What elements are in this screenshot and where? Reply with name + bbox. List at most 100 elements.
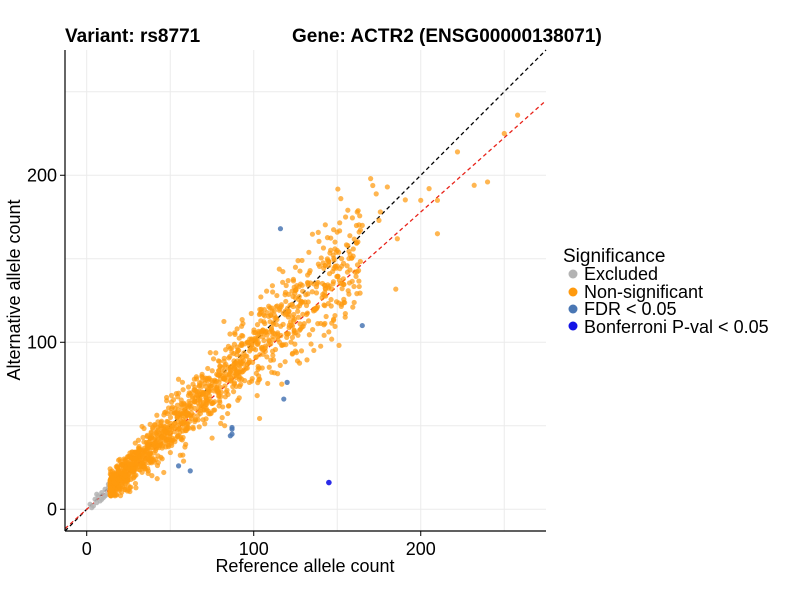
point-non-significant	[273, 321, 279, 328]
point-non-significant	[240, 320, 246, 327]
point-non-significant	[207, 350, 213, 356]
point-non-significant	[311, 306, 317, 312]
point-non-significant	[354, 291, 360, 297]
point-non-significant	[282, 289, 289, 296]
point-non-significant	[285, 308, 291, 314]
point-non-significant	[272, 331, 278, 337]
point-non-significant	[335, 186, 341, 192]
point-non-significant	[263, 328, 269, 334]
point-non-significant	[128, 484, 134, 490]
point-excluded	[89, 505, 95, 511]
point-non-significant	[206, 382, 212, 388]
point-non-significant	[326, 271, 333, 277]
point-non-significant	[159, 425, 165, 431]
point-non-significant	[351, 299, 357, 306]
point-non-significant	[318, 255, 324, 261]
point-non-significant	[180, 458, 187, 464]
point-non-significant	[321, 332, 327, 338]
point-non-significant	[210, 356, 217, 362]
point-non-significant	[199, 378, 205, 384]
point-non-significant	[376, 217, 382, 223]
point-non-significant	[122, 457, 128, 463]
point-non-significant	[226, 355, 232, 361]
point-non-significant	[310, 327, 316, 333]
point-non-significant	[196, 424, 202, 430]
point-non-significant	[166, 427, 173, 433]
point-non-significant	[185, 384, 192, 390]
x-tick-label: 200	[406, 539, 436, 559]
point-non-significant	[182, 407, 188, 413]
point-non-significant	[292, 264, 299, 270]
point-non-significant	[231, 369, 237, 376]
point-non-significant	[172, 436, 178, 442]
point-non-significant	[300, 288, 306, 294]
point-non-significant	[237, 383, 243, 389]
point-non-significant	[167, 414, 174, 420]
legend-label-fdr: FDR < 0.05	[584, 299, 677, 319]
legend: Significance Excluded Non-significant FD…	[563, 246, 769, 337]
point-non-significant	[274, 292, 280, 299]
point-non-significant	[300, 323, 306, 329]
point-non-significant	[434, 231, 441, 237]
point-non-significant	[151, 450, 157, 456]
point-non-significant	[202, 421, 208, 427]
point-non-significant	[300, 311, 306, 317]
point-non-significant	[171, 410, 178, 416]
point-non-significant	[334, 247, 340, 254]
point-non-significant	[280, 279, 286, 285]
point-non-significant	[154, 476, 160, 482]
point-non-significant	[291, 327, 297, 333]
point-non-significant	[271, 312, 277, 318]
point-non-significant	[295, 296, 302, 302]
point-non-significant	[251, 345, 257, 352]
point-non-significant	[336, 342, 342, 348]
point-non-significant	[267, 319, 273, 325]
legend-label-excluded: Excluded	[584, 264, 658, 284]
point-non-significant	[219, 415, 225, 421]
point-non-significant	[309, 289, 315, 295]
point-non-significant	[237, 358, 243, 364]
point-non-significant	[300, 299, 306, 305]
point-non-significant	[295, 314, 301, 320]
point-non-significant	[304, 357, 310, 363]
point-non-significant	[154, 412, 160, 418]
point-non-significant	[117, 456, 123, 463]
point-non-significant	[107, 492, 113, 498]
point-non-significant	[141, 459, 147, 465]
point-non-significant	[306, 249, 312, 255]
point-non-significant	[190, 426, 196, 432]
point-non-significant	[170, 397, 177, 403]
point-non-significant	[215, 388, 221, 395]
point-non-significant	[191, 399, 197, 405]
point-non-significant	[165, 444, 171, 450]
point-non-significant	[284, 331, 291, 337]
point-non-significant	[257, 306, 263, 313]
point-non-significant	[319, 280, 326, 287]
point-non-significant	[211, 407, 217, 413]
point-non-significant	[192, 419, 198, 425]
point-non-significant	[218, 420, 224, 426]
point-non-significant	[175, 432, 181, 438]
point-non-significant	[221, 318, 227, 325]
point-non-significant	[225, 403, 232, 409]
point-non-significant	[180, 387, 186, 393]
point-non-significant	[146, 460, 152, 466]
point-non-significant	[132, 440, 138, 446]
point-non-significant	[144, 442, 151, 448]
y-tick-label: 0	[47, 499, 57, 519]
point-non-significant	[129, 461, 135, 467]
point-non-significant	[182, 444, 188, 450]
point-non-significant	[313, 284, 320, 290]
point-non-significant	[345, 207, 351, 213]
point-non-significant	[254, 322, 261, 328]
point-non-significant	[321, 322, 327, 328]
point-non-significant	[318, 343, 324, 349]
grid-lines	[65, 50, 546, 531]
point-non-significant	[205, 365, 211, 372]
legend-key-excluded	[568, 269, 578, 279]
point-non-significant	[164, 418, 170, 425]
point-non-significant	[320, 260, 326, 266]
point-non-significant	[184, 413, 190, 419]
point-non-significant	[242, 353, 249, 359]
point-non-significant	[340, 276, 347, 282]
